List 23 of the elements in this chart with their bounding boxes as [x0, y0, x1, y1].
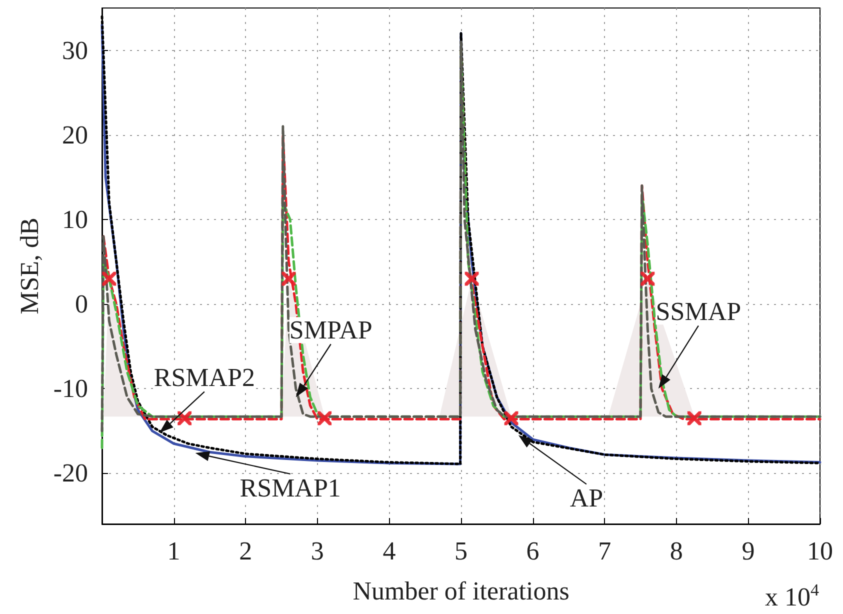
y-tick-label: 10 — [62, 204, 88, 234]
y-tick-label: 20 — [62, 120, 88, 150]
x-tick-label: 10 — [807, 536, 833, 566]
x-axis-title: Number of iterations — [352, 576, 570, 606]
annotation: RSMAP1 — [240, 473, 341, 502]
y-tick-label: 0 — [75, 290, 88, 319]
x-tick-label: 6 — [526, 536, 540, 566]
x-tick-label: 9 — [742, 536, 755, 566]
x-tick-label: 3 — [310, 536, 324, 566]
annotation: RSMAP2 — [154, 363, 256, 392]
y-tick-label: -20 — [53, 458, 88, 488]
annotation: SMPAP — [289, 316, 372, 345]
annotation: SSMAP — [656, 297, 742, 326]
x-tick-label: 1 — [167, 536, 180, 566]
x-tick-label: 5 — [454, 536, 468, 566]
x-tick-label: 2 — [239, 536, 252, 566]
y-tick-label: -10 — [53, 374, 88, 404]
x-tick-label: 8 — [670, 536, 683, 566]
y-tick-label: 30 — [62, 36, 88, 65]
annotation: AP — [570, 484, 604, 513]
x-tick-label: 7 — [598, 536, 612, 566]
x-tick-label: 4 — [382, 536, 396, 566]
y-axis-title: MSE, dB — [14, 218, 44, 314]
